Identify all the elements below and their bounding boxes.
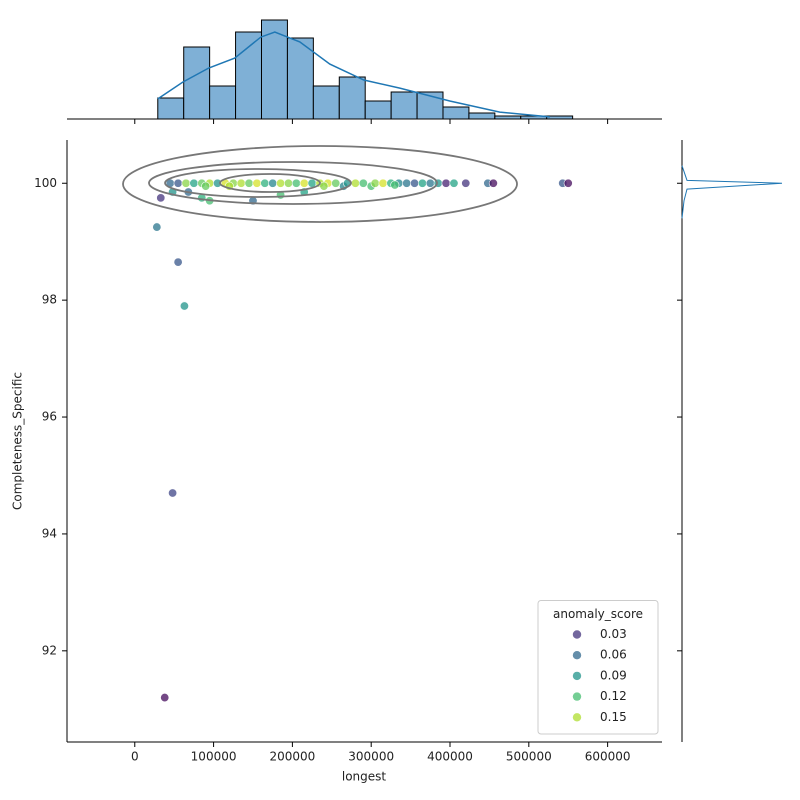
scatter-point	[260, 178, 270, 188]
histogram-bar	[338, 76, 366, 120]
legend-label: 0.06	[600, 648, 627, 662]
scatter-point	[189, 178, 199, 188]
scatter-point	[378, 178, 388, 188]
scatter-point	[488, 178, 498, 188]
legend-title: anomaly_score	[553, 607, 643, 621]
kde-line	[157, 31, 550, 118]
legend-marker	[572, 630, 582, 639]
y-tick-label: 92	[42, 643, 57, 657]
histogram-bar	[260, 19, 288, 120]
scatter-point	[417, 178, 427, 188]
histogram-bar	[494, 115, 522, 120]
scatter-point	[152, 222, 162, 232]
scatter-point	[319, 181, 329, 191]
scatter-point	[563, 178, 573, 188]
x-tick-label: 200000	[269, 750, 315, 764]
scatter-point	[173, 257, 183, 267]
contour	[164, 168, 352, 198]
right-kde	[681, 165, 783, 219]
y-tick-label: 100	[34, 176, 57, 190]
x-axis-label: longest	[342, 770, 387, 784]
histogram-bar	[364, 100, 392, 120]
histogram-bar	[312, 85, 340, 120]
scatter-point	[291, 178, 301, 188]
scatter-point	[331, 178, 341, 188]
scatter-point	[358, 178, 368, 188]
contour	[219, 173, 321, 193]
scatter-point	[425, 178, 435, 188]
scatter-point	[173, 178, 183, 188]
scatter-point	[283, 178, 293, 188]
legend-box	[537, 600, 659, 735]
scatter-point	[461, 178, 471, 188]
kde-contours	[122, 145, 518, 223]
contour	[122, 145, 518, 223]
scatter-point	[181, 178, 191, 188]
histogram-bar	[390, 91, 418, 120]
scatter-point	[449, 178, 459, 188]
legend-marker	[572, 651, 582, 660]
scatter-point	[168, 488, 178, 498]
y-axis-label: Completeness_Specific	[11, 372, 25, 510]
scatter-point	[252, 178, 262, 188]
x-tick-label: 600000	[585, 750, 631, 764]
legend-label: 0.15	[600, 710, 627, 724]
x-tick-label: 500000	[506, 750, 552, 764]
contour	[148, 161, 438, 205]
scatter-point	[276, 178, 286, 188]
histogram-bar	[546, 115, 574, 120]
scatter-point	[268, 178, 278, 188]
x-tick-label: 0	[131, 750, 139, 764]
scatter-point	[402, 178, 412, 188]
scatter-point	[179, 301, 189, 311]
legend: anomaly_score 0.03 0.06 0.09 0.12 0.15	[537, 600, 659, 735]
x-tick-label: 100000	[191, 750, 237, 764]
scatter-point	[156, 193, 166, 203]
legend-marker	[572, 671, 582, 681]
histogram-bar	[157, 97, 185, 120]
legend-label: 0.09	[600, 668, 627, 682]
legend-label: 0.12	[600, 689, 627, 703]
scatter-point	[350, 178, 360, 188]
y-tick-label: 94	[42, 526, 57, 540]
scatter-point	[441, 178, 451, 188]
histogram-bar	[442, 106, 470, 120]
histogram-bar	[286, 37, 314, 120]
x-tick-label: 400000	[427, 750, 473, 764]
scatter-point	[299, 178, 309, 188]
scatter-point	[160, 693, 170, 703]
scatter-point	[201, 181, 211, 191]
histogram-bar	[235, 31, 262, 120]
y-tick-label: 96	[42, 410, 57, 424]
scatter-point	[244, 178, 254, 188]
histogram-bar	[183, 46, 211, 120]
x-tick-label: 300000	[348, 750, 394, 764]
histogram-bar	[468, 112, 496, 120]
legend-label: 0.03	[600, 627, 627, 641]
scatter-point	[236, 178, 246, 188]
legend-marker	[572, 692, 582, 701]
scatter-point	[370, 178, 380, 188]
histogram-bar	[209, 85, 237, 120]
legend-marker	[572, 713, 582, 722]
scatter-point	[410, 178, 420, 188]
y-tick-label: 98	[42, 293, 57, 307]
scatter-point	[390, 180, 400, 190]
